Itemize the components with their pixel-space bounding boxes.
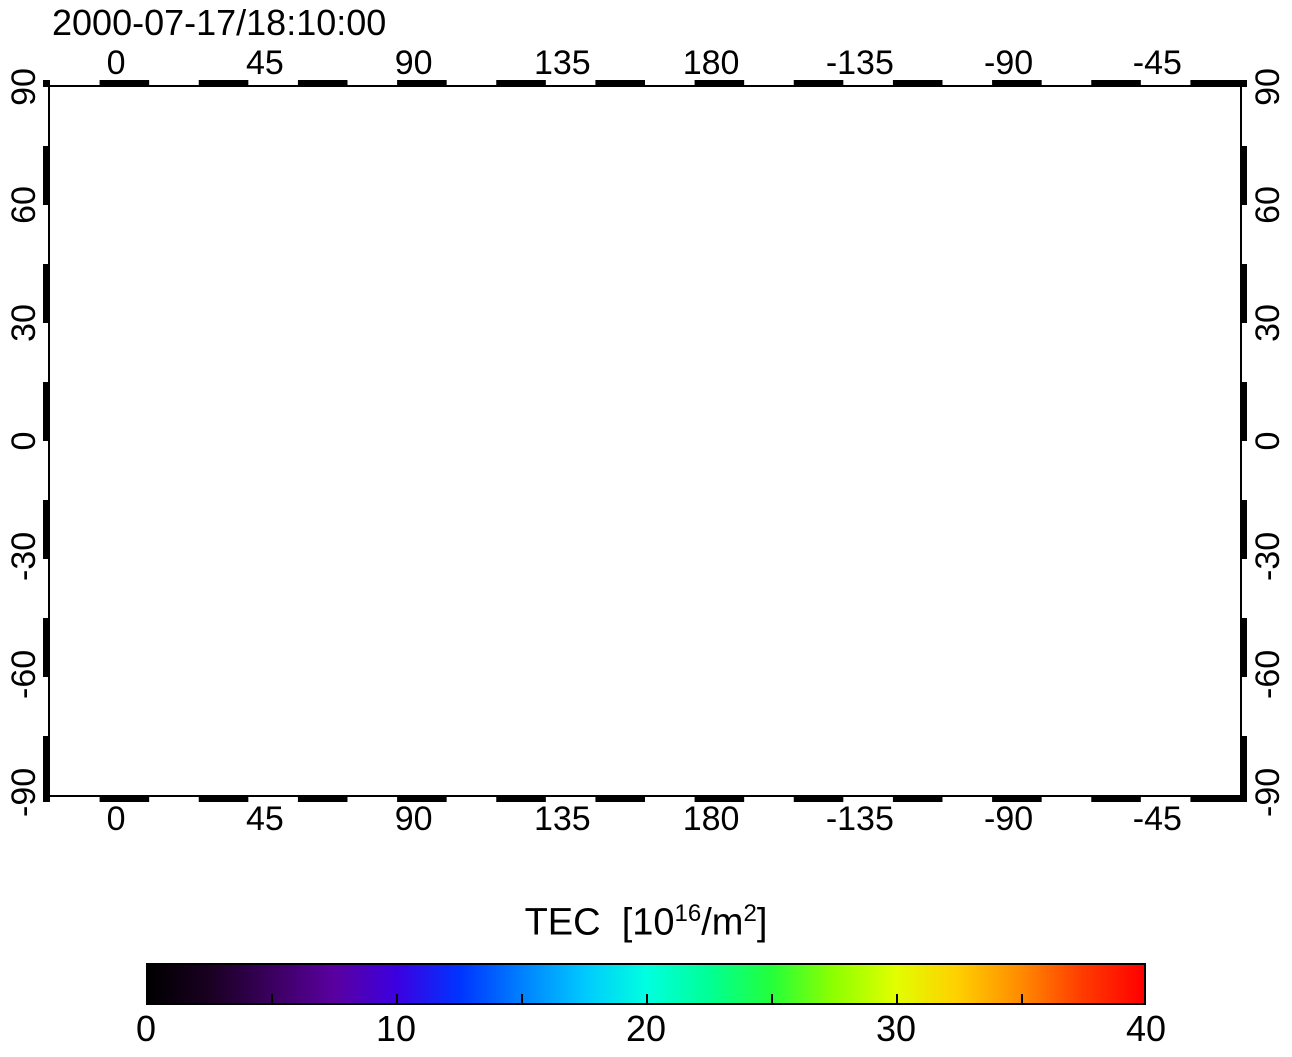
x-tick-label: 0 [106,44,126,82]
frame-segment [744,80,794,87]
y-axis-labels-left: 90 60 30 0 -30 -60 -90 [2,68,46,817]
colorbar-title: TEC [1016/m2] [0,900,1292,945]
colorbar-tick-label: 0 [135,1008,157,1049]
tec-heatmap-canvas [50,87,1240,795]
x-tick-label: 90 [394,44,433,82]
x-axis-labels-bottom: 0 45 90 135 180 -135 -90 -45 [50,800,1240,838]
page-title: 2000-07-17/18:10:00 [52,2,387,43]
x-tick-label: 45 [245,44,284,82]
x-tick-label: 180 [682,44,740,82]
x-axis-labels-top: 0 45 90 135 180 -135 -90 -45 [50,44,1240,82]
y-tick-label: -90 [5,767,43,817]
frame-segment [149,80,199,87]
colorbar-minor-tick [1021,994,1023,1005]
colorbar-units-exponent2: 2 [743,900,757,927]
colorbar-minor-tick [521,994,523,1005]
colorbar-tick-label: 10 [375,1008,417,1049]
y-tick-label: -90 [1249,767,1287,817]
colorbar-tick-labels: 0 10 20 30 40 [136,1008,1166,1054]
colorbar-units-exponent: 16 [674,900,702,927]
y-tick-label: 60 [5,186,43,224]
y-tick-label: -60 [1249,649,1287,699]
x-tick-label: 45 [245,800,284,838]
x-tick-label: 0 [106,800,126,838]
y-tick-label: 0 [1249,431,1287,451]
x-tick-label: -45 [1132,44,1182,82]
x-tick-label: -90 [984,44,1034,82]
x-tick-label: 180 [682,800,740,838]
colorbar-tick-label: 30 [875,1008,917,1049]
map-canvas[interactable] [50,87,1240,795]
x-tick-label: 135 [533,44,591,82]
y-tick-label: -30 [5,531,43,581]
colorbar-tick-label: 20 [625,1008,667,1049]
x-tick-label: -135 [825,800,894,838]
x-tick-label: -135 [825,44,894,82]
y-tick-label: -30 [1249,531,1287,581]
y-axis-labels-right: 90 60 30 0 -30 -60 -90 [1246,68,1290,817]
colorbar-minor-tick [396,994,398,1005]
x-tick-label: -45 [1132,800,1182,838]
colorbar-units-prefix: [10 [621,901,675,944]
colorbar-tick-label: 40 [1125,1008,1167,1049]
colorbar-units-end: ] [756,901,768,944]
colorbar-minor-tick [646,994,648,1005]
colorbar-units-suffix: /m [701,901,744,944]
colorbar-ticks [146,963,1146,1005]
colorbar-minor-tick [896,994,898,1005]
colorbar-title-main: TEC [524,901,601,944]
y-tick-label: 30 [5,304,43,342]
x-tick-label: 135 [533,800,591,838]
x-tick-label: -90 [984,800,1034,838]
frame-segment [50,80,100,87]
y-tick-label: 90 [5,68,43,106]
colorbar-minor-tick [771,994,773,1005]
frame-segment [1041,80,1092,87]
frame-segment [446,80,497,87]
y-tick-label: 30 [1249,304,1287,342]
map-plot-area[interactable] [43,80,1247,802]
x-tick-label: 90 [394,800,433,838]
colorbar-minor-tick [271,994,273,1005]
y-tick-label: -60 [5,649,43,699]
frame-segment [347,80,398,87]
y-tick-label: 0 [5,431,43,451]
y-tick-label: 60 [1249,186,1287,224]
y-tick-label: 90 [1249,68,1287,106]
